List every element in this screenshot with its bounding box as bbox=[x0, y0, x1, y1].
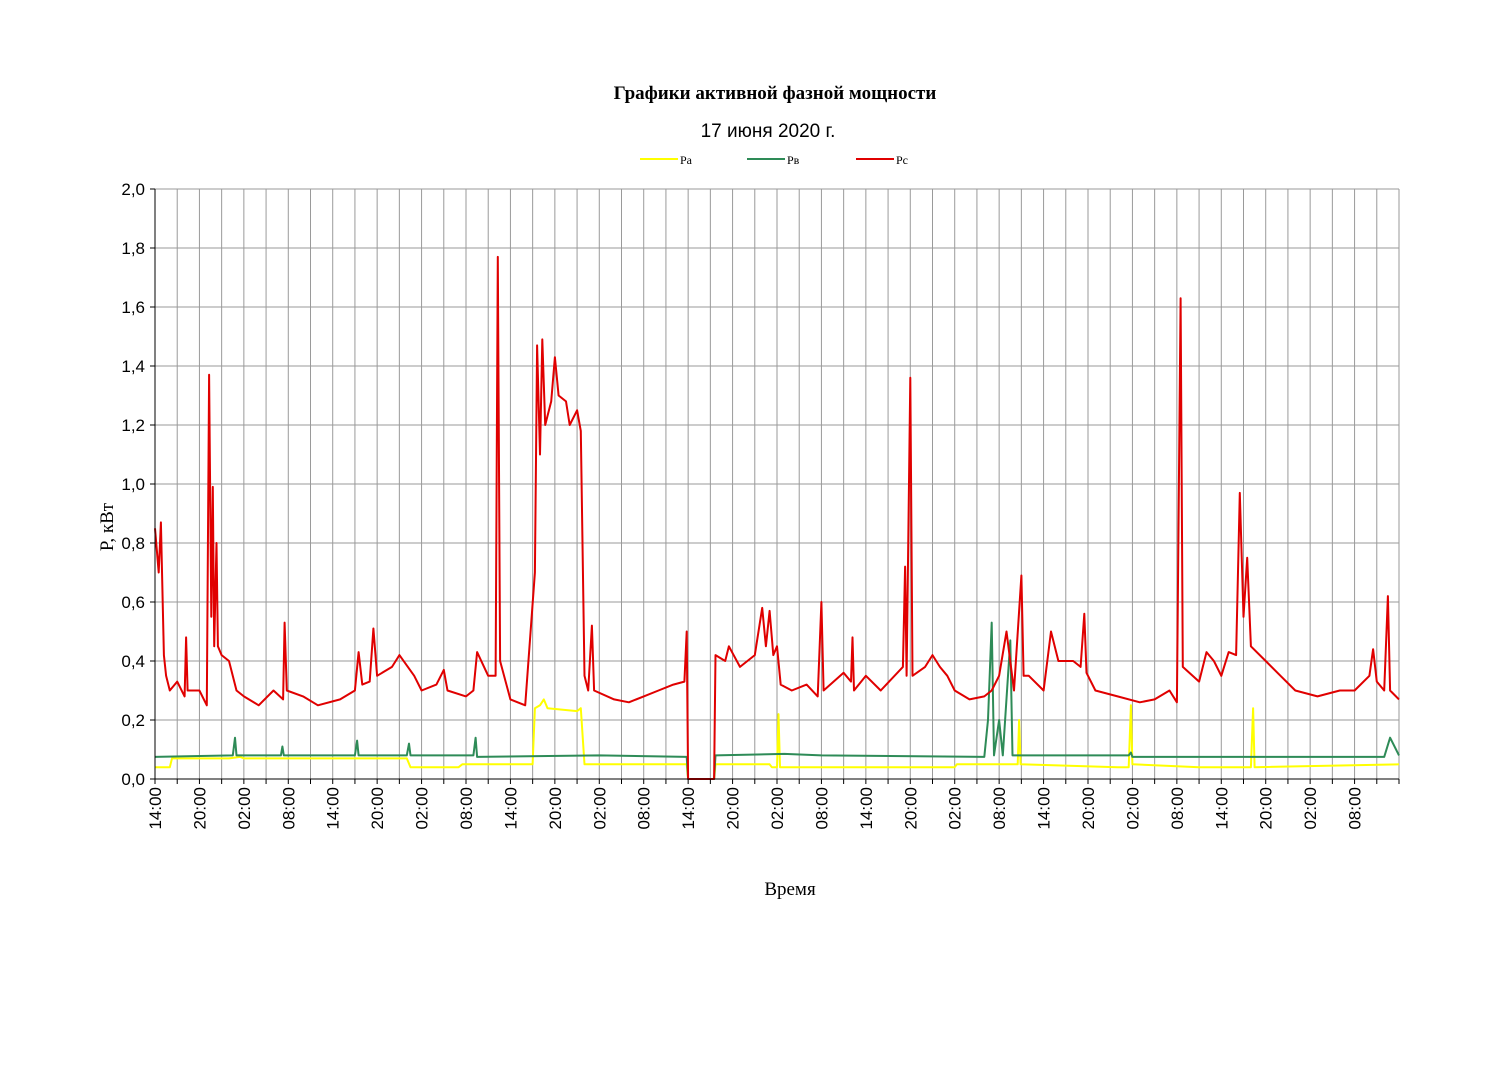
y-tick-label: 1,4 bbox=[121, 357, 145, 376]
y-tick-label: 2,0 bbox=[121, 180, 145, 199]
y-tick-label: 0,6 bbox=[121, 593, 145, 612]
y-tick-label: 0,8 bbox=[121, 534, 145, 553]
y-tick-label: 0,2 bbox=[121, 711, 145, 730]
x-tick-label: 02:00 bbox=[768, 787, 787, 830]
x-axis-label: Время bbox=[764, 879, 816, 900]
y-tick-label: 0,0 bbox=[121, 770, 145, 789]
x-tick-label: 08:00 bbox=[990, 787, 1009, 830]
x-tick-label: 20:00 bbox=[190, 787, 209, 830]
x-tick-label: 20:00 bbox=[1257, 787, 1276, 830]
y-axis-ticks: 0,0 0,2 0,4 0,6 0,8 1,0 1,2 1,4 1,6 1,8 2,0 bbox=[121, 180, 155, 789]
series-line-Pc bbox=[154, 255, 1400, 780]
x-tick-label: 08:00 bbox=[457, 787, 476, 830]
x-tick-label: 02:00 bbox=[235, 787, 254, 830]
x-tick-label: 14:00 bbox=[857, 787, 876, 830]
legend: Pa Pв Pc bbox=[640, 153, 908, 167]
legend-label-pv: Pв bbox=[787, 153, 800, 167]
x-tick-label: 02:00 bbox=[946, 787, 965, 830]
x-tick-label: 20:00 bbox=[1079, 787, 1098, 830]
y-tick-label: 0,4 bbox=[121, 652, 145, 671]
x-tick-label: 14:00 bbox=[1035, 787, 1054, 830]
x-tick-label: 20:00 bbox=[368, 787, 387, 830]
x-tick-label: 14:00 bbox=[324, 787, 343, 830]
y-tick-label: 1,8 bbox=[121, 239, 145, 258]
x-tick-label: 02:00 bbox=[1301, 787, 1320, 830]
x-tick-label: 14:00 bbox=[1212, 787, 1231, 830]
y-tick-label: 1,2 bbox=[121, 416, 145, 435]
x-tick-label: 02:00 bbox=[413, 787, 432, 830]
x-tick-label: 20:00 bbox=[546, 787, 565, 830]
x-tick-label: 20:00 bbox=[724, 787, 743, 830]
x-tick-label: 08:00 bbox=[635, 787, 654, 830]
legend-label-pa: Pa bbox=[680, 153, 693, 167]
chart-title: Графики активной фазной мощности bbox=[614, 83, 937, 104]
x-tick-label: 02:00 bbox=[1123, 787, 1142, 830]
x-tick-label: 20:00 bbox=[901, 787, 920, 830]
x-tick-label: 08:00 bbox=[1168, 787, 1187, 830]
y-tick-label: 1,0 bbox=[121, 475, 145, 494]
y-tick-label: 1,6 bbox=[121, 298, 145, 317]
chart-subtitle: 17 июня 2020 г. bbox=[701, 121, 836, 142]
x-tick-label: 14:00 bbox=[679, 787, 698, 830]
grid bbox=[154, 188, 1400, 780]
x-tick-label: 08:00 bbox=[812, 787, 831, 830]
x-tick-label: 08:00 bbox=[1346, 787, 1365, 830]
y-axis-label: P, кВт bbox=[97, 502, 118, 551]
x-tick-label: 02:00 bbox=[590, 787, 609, 830]
x-tick-label: 14:00 bbox=[146, 787, 165, 830]
x-axis-ticks: 14:00 20:00 02:00 08:00 14:00 20:00 02:00 08:00… bbox=[146, 779, 1400, 830]
x-tick-label: 14:00 bbox=[501, 787, 520, 830]
legend-label-pc: Pc bbox=[896, 153, 908, 167]
x-tick-label: 08:00 bbox=[279, 787, 298, 830]
